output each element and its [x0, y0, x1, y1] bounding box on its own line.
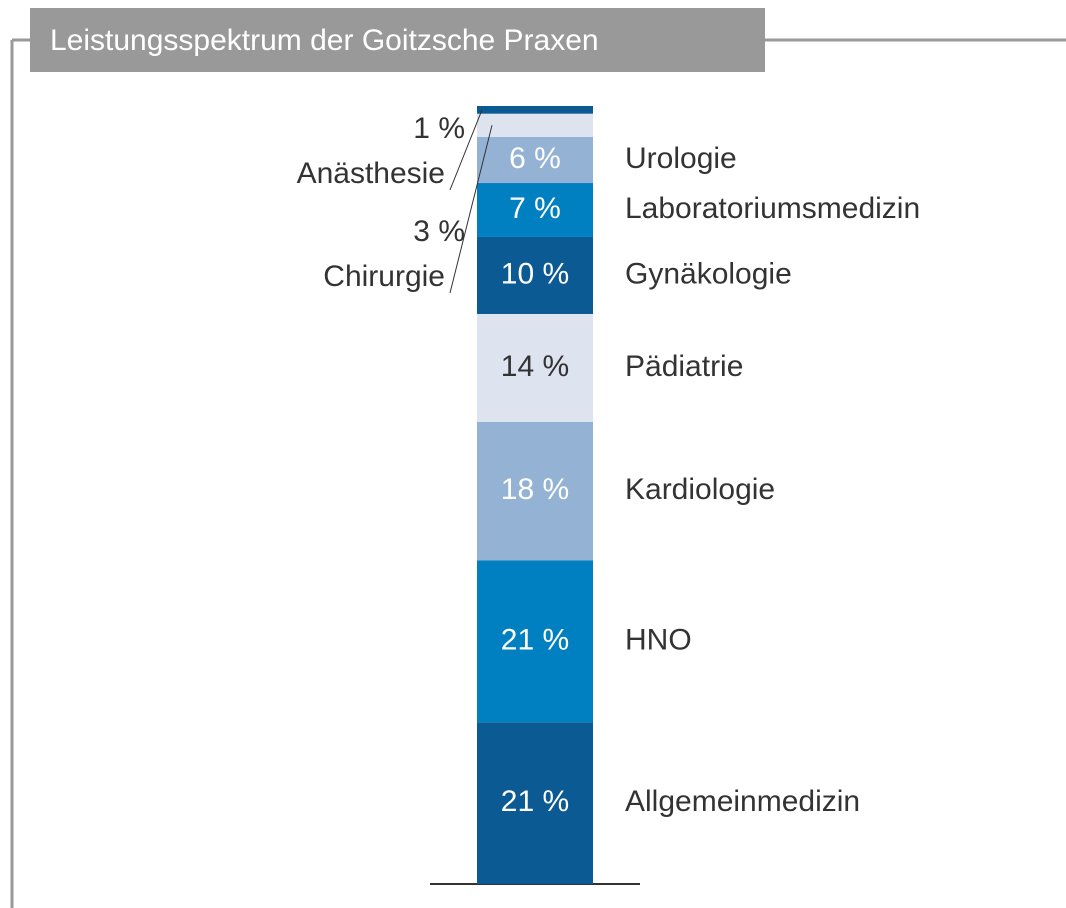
bar-segment — [477, 106, 593, 114]
bar-segment — [477, 560, 593, 723]
value-label: 18 % — [501, 473, 569, 506]
title-box — [30, 8, 765, 72]
value-label: 14 % — [501, 350, 569, 383]
value-label: 21 % — [501, 785, 569, 818]
category-label: Chirurgie — [323, 260, 445, 293]
value-label: 3 % — [413, 215, 465, 248]
category-label: Anästhesie — [297, 157, 445, 190]
bar-segment — [477, 236, 593, 314]
category-label: Kardiologie — [625, 473, 775, 506]
bar-segment — [477, 722, 593, 884]
category-label: Allgemeinmedizin — [625, 785, 860, 818]
value-label: 21 % — [501, 623, 569, 656]
category-label: Urologie — [625, 142, 737, 175]
value-label: 6 % — [509, 142, 561, 175]
bar-segment — [477, 313, 593, 422]
category-label: HNO — [625, 623, 692, 656]
leader-line — [449, 109, 483, 191]
value-label: 1 % — [413, 112, 465, 145]
value-label: 10 % — [501, 257, 569, 290]
category-label: Laboratoriumsmedizin — [625, 192, 920, 225]
bar-segment — [477, 136, 593, 184]
chart-title: Leistungsspektrum der Goitzsche Praxen — [50, 24, 599, 57]
category-label: Gynäkologie — [625, 257, 792, 290]
value-label: 7 % — [509, 192, 561, 225]
bar-segment — [477, 421, 593, 561]
bar-segment — [477, 183, 593, 237]
leader-line — [449, 125, 493, 294]
category-label: Pädiatrie — [625, 350, 743, 383]
bar-segment — [477, 113, 593, 137]
